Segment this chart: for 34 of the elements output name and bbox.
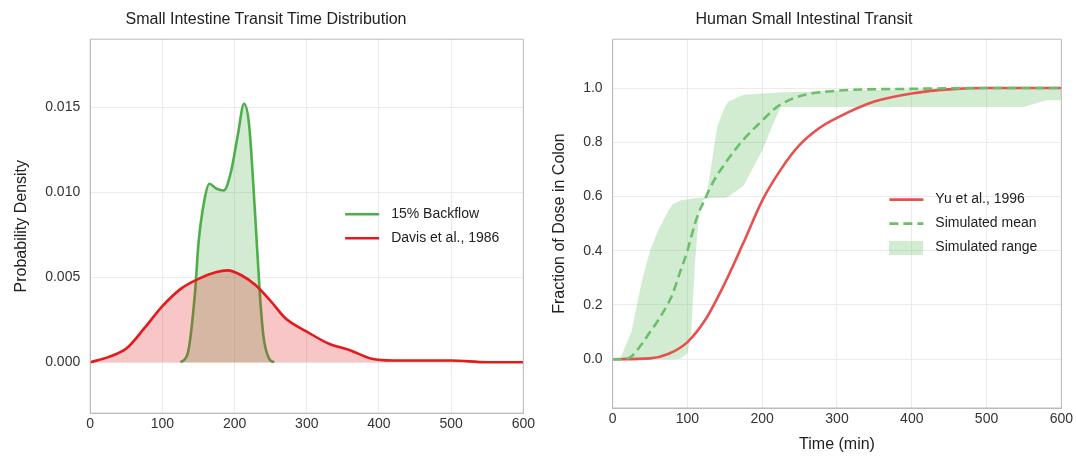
legend-label: Davis et al., 1986: [391, 229, 500, 246]
x-tick-label: 100: [150, 415, 175, 432]
x-tick-label: 500: [439, 415, 464, 432]
x-tick-label: 200: [222, 415, 247, 432]
y-tick-label: 0.4: [583, 241, 603, 258]
x-tick-label: 200: [750, 410, 775, 427]
legend-label: Simulated mean: [935, 214, 1037, 231]
y-tick-label: 0.2: [583, 295, 603, 312]
y-axis-title: Probability Density: [12, 159, 30, 293]
chart-title: Human Small Intestinal Transit: [695, 10, 914, 28]
y-axis-title: Fraction of Dose in Colon: [550, 133, 568, 314]
x-axis-title: Time (min): [799, 434, 875, 452]
x-tick-label: 300: [825, 410, 849, 427]
y-tick-label: 0.005: [45, 268, 81, 285]
y-tick-label: 0.010: [45, 183, 81, 200]
legend-label: Yu et al., 1996: [935, 190, 1026, 207]
x-tick-label: 400: [367, 415, 391, 432]
x-tick-label: 0: [608, 410, 617, 427]
y-tick-label: 0.0: [583, 350, 603, 367]
chart-title: Small Intestine Transit Time Distribution: [125, 10, 407, 28]
x-tick-label: 0: [86, 415, 95, 432]
x-tick-label: 100: [675, 410, 700, 427]
y-tick-label: 0.6: [583, 187, 603, 204]
x-tick-label: 600: [1049, 410, 1074, 427]
x-tick-label: 500: [974, 410, 999, 427]
x-tick-label: 600: [511, 415, 536, 432]
y-tick-label: 0.000: [45, 353, 81, 370]
legend-label: 15% Backflow: [391, 205, 480, 222]
x-tick-label: 400: [900, 410, 924, 427]
y-tick-label: 0.015: [45, 98, 81, 115]
annotation: Simulated range: [935, 238, 1038, 255]
y-tick-label: 0.8: [583, 133, 603, 150]
y-tick-label: 1.0: [583, 78, 603, 95]
x-tick-label: 300: [295, 415, 319, 432]
